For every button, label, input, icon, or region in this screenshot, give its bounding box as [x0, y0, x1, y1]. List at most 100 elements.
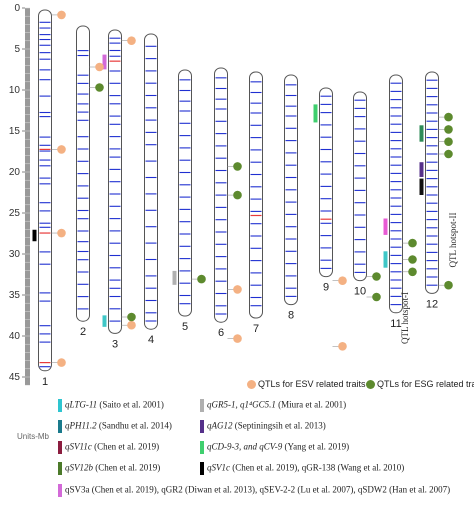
legend-qtl-name: qLTG-11 [65, 399, 98, 410]
esg-marker [444, 280, 453, 290]
legend-qtl-name: qSV11c [65, 441, 92, 452]
legend-qtl-name: qGR5-1, q1⁴GC5.1 [207, 399, 276, 410]
esv-marker [127, 36, 136, 45]
esg-marker [408, 267, 417, 277]
chromosome-7 [249, 71, 263, 319]
esv-marker [127, 320, 136, 330]
hotspot-label: QTL hotspot-II [448, 213, 458, 268]
legend-citation: (Miura et al. 2001) [275, 399, 347, 410]
legend-swatch [200, 462, 204, 475]
esv-marker [57, 228, 66, 238]
legend-swatch [200, 441, 204, 454]
legend-citation: (Yang et al. 2019) [282, 441, 350, 452]
esv-marker [233, 285, 242, 294]
legend-entry: qAG12 (Septiningsih et al. 2013) [200, 420, 326, 433]
legend-qtl-name: qCD-9-3, and qCV-9 [207, 441, 283, 452]
hotspot-label: QTL hotspot-I [400, 292, 410, 344]
qtl-bar [419, 125, 424, 142]
chromosome-label: 5 [182, 321, 188, 333]
qtl-bar [383, 218, 388, 235]
legend-citation: (Septiningsih et al. 2013) [232, 420, 326, 431]
legend-entry: qSV11c (Chen et al. 2019) [58, 441, 159, 454]
ruler-tick-label: 20 [9, 167, 21, 178]
chromosome-label: 12 [426, 298, 438, 310]
legend-qtl-name: qAG12 [207, 420, 233, 431]
ruler-tick-label: 45 [9, 372, 21, 383]
legend-citation: (Chen et al. 2019) [91, 441, 160, 452]
esg-marker [444, 125, 453, 134]
legend-swatch [200, 399, 204, 412]
esg-legend: QTLs for ESG related traits [366, 379, 474, 390]
chromosome-12 [425, 71, 439, 294]
esg-marker [408, 238, 417, 248]
chromosome-1 [38, 9, 52, 372]
esv-marker [57, 358, 66, 367]
legend-entry: qPH11.2 (Sandhu et al. 2014) [58, 420, 172, 433]
chromosome-label: 6 [218, 327, 224, 339]
chromosome-9 [319, 87, 333, 278]
esv-dot-icon [247, 380, 256, 390]
legend-swatch [58, 399, 62, 412]
esg-dot-icon [366, 380, 375, 390]
chromosome-5 [178, 69, 192, 317]
chromosome-label: 8 [288, 310, 294, 322]
legend-citation: (Sandhu et al. 2014) [96, 420, 172, 431]
legend-swatch [58, 441, 62, 454]
chromosome-11 [389, 74, 403, 314]
qtl-bar [313, 104, 318, 123]
legend-qtl-name: qSV12b [65, 462, 93, 473]
legend-qtl-name: qSV1c [207, 462, 230, 473]
esv-legend: QTLs for ESV related traits [247, 379, 366, 390]
ruler-tick-label: 15 [9, 126, 21, 137]
chromosome-label: 1 [42, 376, 48, 388]
esv-marker [338, 342, 347, 351]
esv-legend-label: QTLs for ESV related traits [258, 379, 366, 389]
chromosome-label: 10 [354, 286, 366, 298]
ruler-tick-label: 10 [9, 85, 21, 96]
legend-entry: qLTG-11 (Saito et al. 2001) [58, 399, 164, 412]
esv-marker [338, 276, 347, 286]
esv-marker [57, 145, 66, 154]
legend-entry: qCD-9-3, and qCV-9 (Yang et al. 2019) [200, 441, 349, 454]
esv-marker [57, 10, 66, 20]
qtl-bar [32, 229, 37, 242]
legend-swatch [58, 462, 62, 475]
ruler-tick-label: 5 [14, 44, 20, 55]
units-label: Units-Mb [17, 432, 50, 441]
ruler-tick-label: 25 [9, 208, 21, 219]
legend-entry: qGR5-1, q1⁴GC5.1 (Miura et al. 2001) [200, 399, 346, 412]
ruler-tick-label: 35 [9, 290, 21, 301]
legend-citation: (Chen et al. 2019), qGR-138 (Wang et al.… [230, 462, 405, 473]
ruler-tick-label: 40 [9, 331, 21, 342]
esg-marker [408, 255, 417, 264]
esg-marker [233, 162, 242, 171]
chromosome-10 [353, 91, 367, 282]
esv-marker [233, 334, 242, 343]
qtl-bar [383, 251, 388, 268]
ruler-tick-label: 0 [14, 3, 20, 14]
legend-bottom-row: qSV3a (Chen et al. 2019), qGR2 (Diwan et… [58, 484, 450, 497]
qtl-bar [172, 270, 177, 285]
esg-marker [444, 112, 453, 122]
legend-qtl-name: qPH11.2 [65, 420, 97, 431]
esg-marker [233, 190, 242, 200]
esg-marker [372, 272, 381, 281]
qtl-bar [419, 162, 424, 177]
esg-marker [127, 312, 136, 322]
esg-marker [444, 137, 453, 146]
chromosome-label: 11 [390, 318, 401, 330]
chromosome-label: 9 [323, 282, 329, 294]
legend-entry: qSV12b (Chen et al. 2019) [58, 462, 160, 475]
esg-marker [372, 292, 381, 302]
esv-marker [95, 62, 104, 72]
legend-swatch [58, 420, 62, 433]
legend-swatch [200, 420, 204, 433]
chromosome-label: 7 [253, 323, 259, 335]
chromosome-label: 4 [148, 334, 154, 346]
legend-citation: (Chen et al. 2019) [93, 462, 161, 473]
legend-bottom-text: qSV3a (Chen et al. 2019), qGR2 (Diwan et… [65, 484, 451, 495]
esg-marker [95, 83, 104, 92]
esg-marker [197, 274, 206, 284]
